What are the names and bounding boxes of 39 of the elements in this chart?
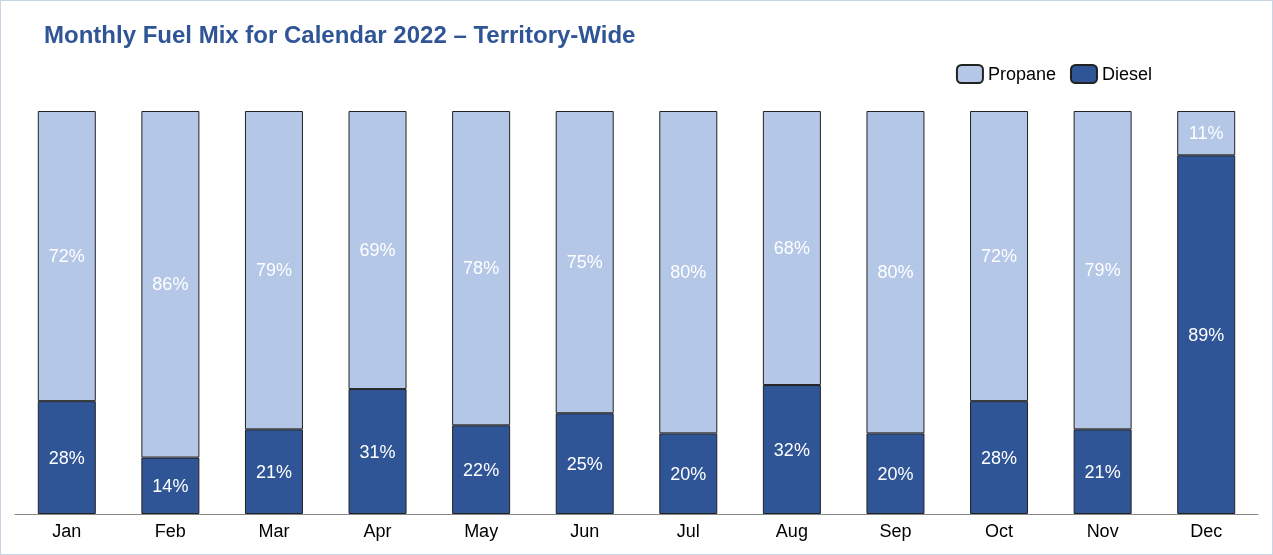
data-label: 79% bbox=[1084, 260, 1121, 281]
data-label: 28% bbox=[981, 447, 1018, 468]
data-label: 20% bbox=[877, 463, 914, 484]
x-tick-label: Jul bbox=[676, 521, 700, 541]
data-label: 89% bbox=[1188, 324, 1225, 345]
x-tick-label: Nov bbox=[1086, 521, 1119, 541]
chart-title: Monthly Fuel Mix for Calendar 2022 – Territory-Wide bbox=[44, 20, 636, 48]
data-label: 80% bbox=[670, 262, 707, 283]
data-label: 21% bbox=[1084, 461, 1121, 482]
data-label: 78% bbox=[463, 258, 500, 279]
legend-label: Diesel bbox=[1101, 64, 1153, 84]
x-tick-label: Jan bbox=[52, 521, 82, 541]
x-tick-label: Aug bbox=[775, 521, 808, 541]
data-label: 22% bbox=[463, 459, 500, 480]
data-label: 68% bbox=[773, 238, 810, 259]
data-label: 14% bbox=[152, 475, 189, 496]
x-tick-label: Apr bbox=[363, 521, 392, 541]
data-label: 28% bbox=[48, 447, 85, 468]
data-label: 21% bbox=[255, 461, 292, 482]
data-label: 31% bbox=[359, 441, 396, 462]
x-tick-label: Feb bbox=[154, 521, 186, 541]
data-label: 25% bbox=[566, 453, 603, 474]
data-label: 86% bbox=[152, 274, 189, 295]
data-label: 69% bbox=[359, 240, 396, 261]
data-label: 32% bbox=[773, 439, 810, 460]
x-tick-label: Dec bbox=[1190, 521, 1223, 541]
data-label: 11% bbox=[1188, 123, 1224, 144]
data-label: 20% bbox=[670, 463, 707, 484]
x-tick-label: May bbox=[464, 521, 499, 541]
data-label: 75% bbox=[566, 252, 603, 273]
legend-label: Propane bbox=[987, 64, 1056, 84]
data-label: 72% bbox=[48, 246, 85, 267]
data-label: 72% bbox=[981, 246, 1018, 267]
x-tick-label: Sep bbox=[879, 521, 912, 541]
data-label: 80% bbox=[877, 262, 914, 283]
x-tick-label: Jun bbox=[570, 521, 600, 541]
data-label: 79% bbox=[255, 260, 292, 281]
x-tick-label: Oct bbox=[985, 521, 1014, 541]
x-tick-label: Mar bbox=[258, 521, 290, 541]
